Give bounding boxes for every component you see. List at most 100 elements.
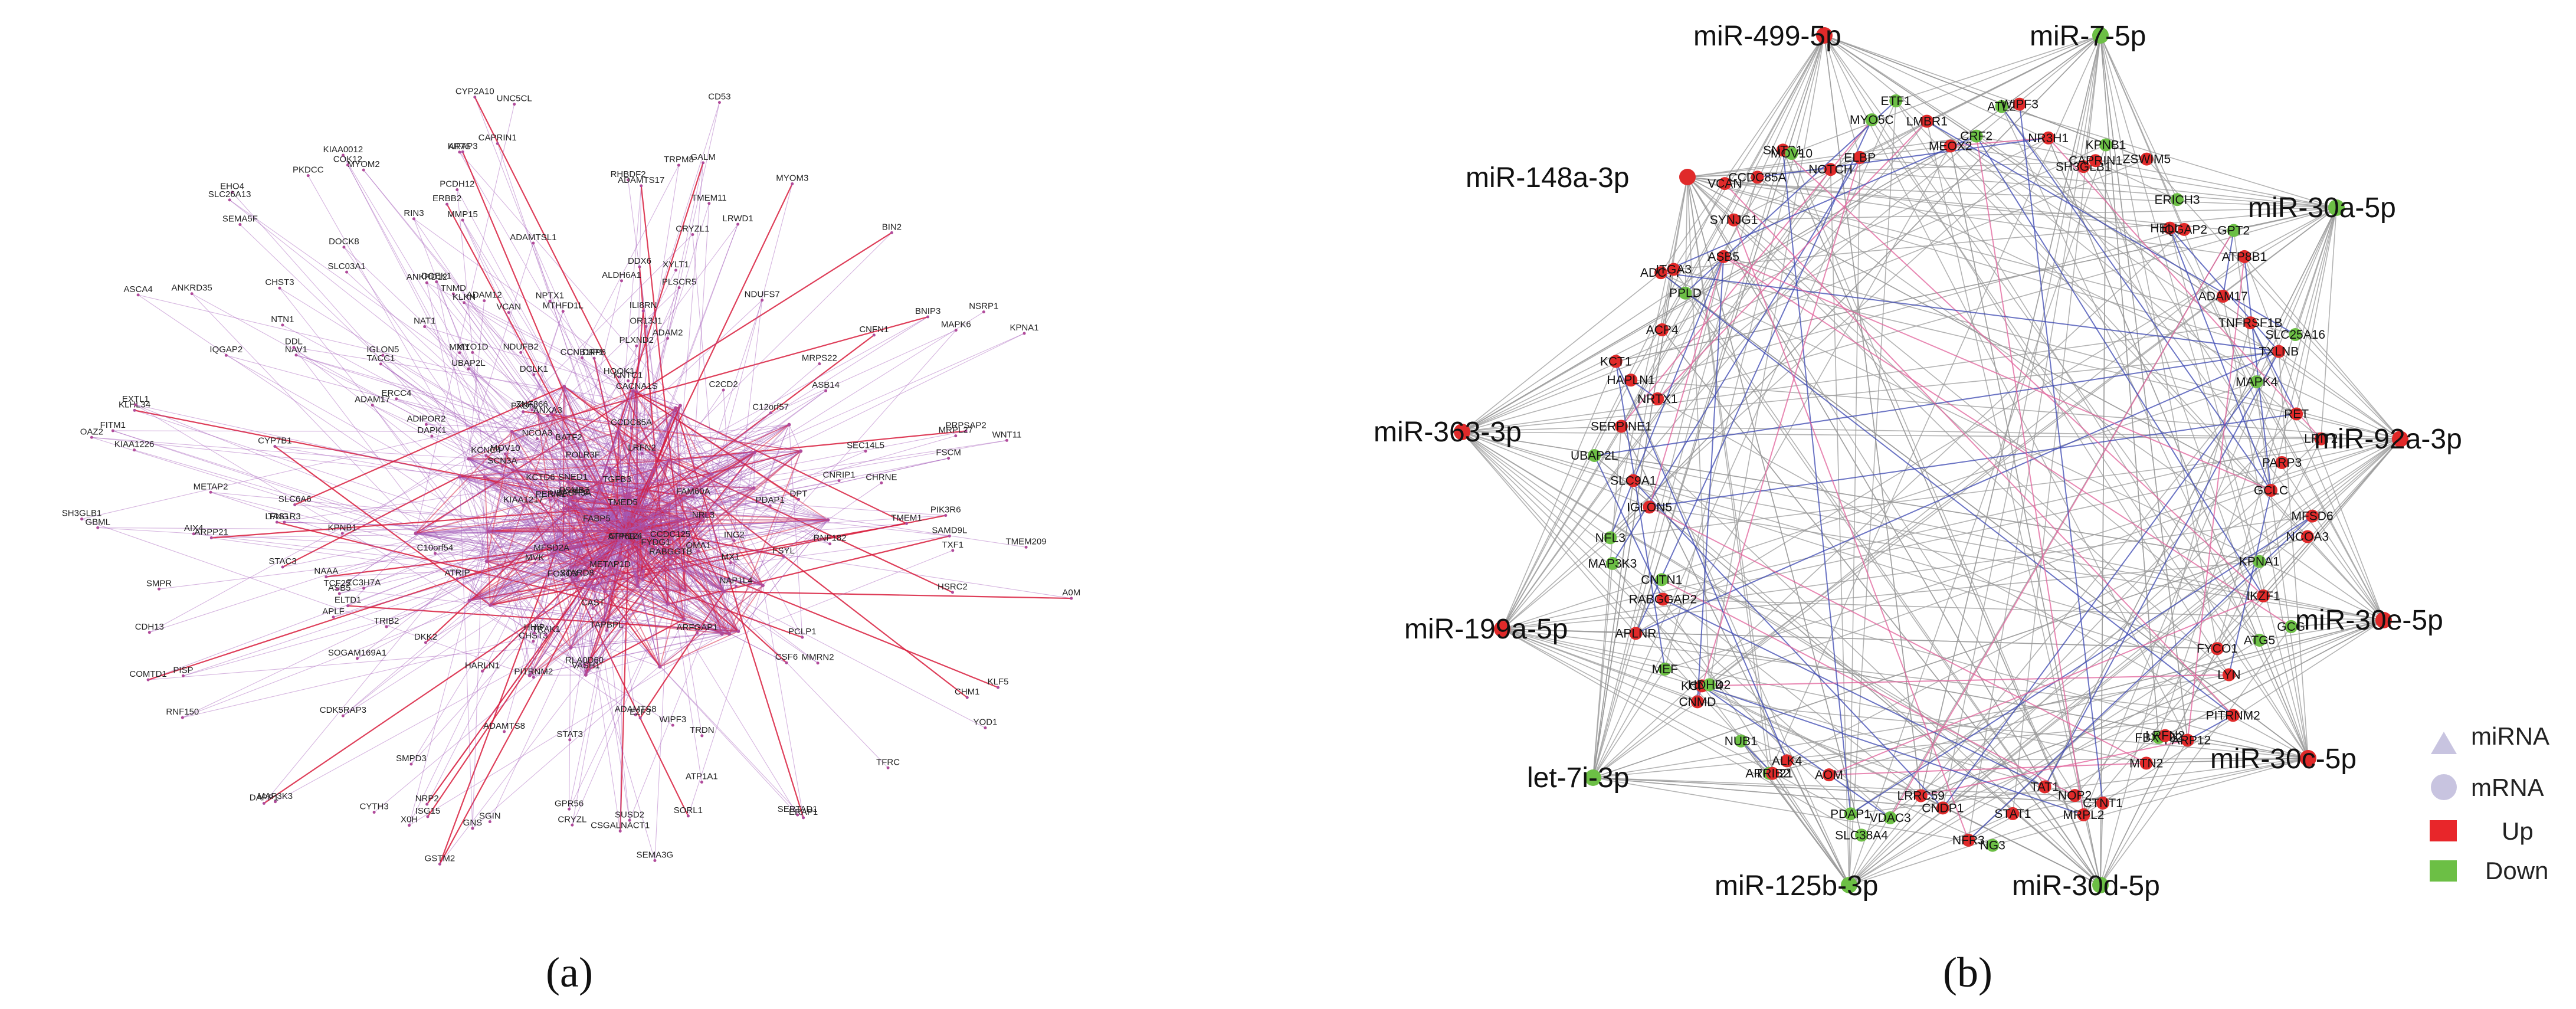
panel-a-edge xyxy=(415,104,515,534)
panel-a-node xyxy=(594,512,598,516)
panel-a-node xyxy=(467,457,471,461)
mrna-node xyxy=(1962,833,1975,847)
panel-b-edge xyxy=(1660,35,1825,273)
panel-a-node xyxy=(618,829,622,833)
panel-a-node-label: ZNF366 xyxy=(516,399,548,410)
panel-a-node-label: TAS1R3 xyxy=(268,512,301,522)
panel-a-node xyxy=(346,163,349,167)
legend-down-swatch xyxy=(2430,860,2457,882)
panel-a-node xyxy=(653,859,657,862)
panel-a-edge xyxy=(762,556,784,586)
panel-a-node xyxy=(622,520,627,525)
panel-a-node xyxy=(355,657,359,660)
panel-a-node-label: FSCM xyxy=(936,448,961,458)
panel-a-edge xyxy=(282,476,460,568)
panel-a-edge xyxy=(626,496,889,768)
panel-b-edge xyxy=(1687,176,2046,787)
panel-a-node xyxy=(669,531,673,535)
panel-a-node-label: SAMD9L xyxy=(932,525,967,535)
panel-a-edge xyxy=(711,390,826,474)
panel-a-node-label: GPR56 xyxy=(555,798,584,808)
mrna-node xyxy=(1734,734,1748,748)
panel-a-edge xyxy=(643,474,712,572)
mrna-node-label: KPNA1 xyxy=(2239,555,2280,569)
panel-a-node-label: OR13J1 xyxy=(630,316,662,326)
panel-a-node-label: ELTD1 xyxy=(335,595,362,605)
panel-a-node xyxy=(1024,545,1028,549)
panel-a-node-label: TRDN xyxy=(690,725,715,735)
panel-a-node xyxy=(379,362,382,366)
panel-a-node xyxy=(944,514,948,517)
panel-a-node xyxy=(624,494,628,498)
panel-a-edge xyxy=(468,458,640,529)
panel-a-node-label: PCLP1 xyxy=(788,627,817,637)
panel-a-node xyxy=(640,184,643,188)
panel-a-node-label: KNTC1 xyxy=(614,370,643,380)
mrna-node xyxy=(1865,113,1879,127)
panel-a-node-label: C12orf57 xyxy=(752,402,789,412)
panel-b-edge xyxy=(1741,741,1850,886)
panel-a-node xyxy=(602,589,607,594)
panel-a-edge xyxy=(293,347,676,408)
panel-a-node-label: KIAA0012 xyxy=(323,145,363,155)
mrna-node-label: NRTX1 xyxy=(1637,392,1677,406)
panel-a-edge xyxy=(620,530,624,831)
panel-a-edge xyxy=(459,468,609,477)
panel-a-edge xyxy=(488,530,563,552)
panel-a-edge xyxy=(669,451,755,506)
panel-a-node xyxy=(345,270,349,274)
panel-a-node xyxy=(702,519,705,523)
panel-a-node xyxy=(434,552,437,555)
panel-b-edge xyxy=(2244,207,2337,257)
mirna-node xyxy=(1816,27,1833,44)
panel-a-node xyxy=(828,542,832,546)
panel-a-edge xyxy=(459,476,668,605)
panel-a-node-label: CYTH3 xyxy=(360,802,389,812)
panel-a-node-label: KCTD6 xyxy=(526,473,555,483)
panel-a-edge xyxy=(459,243,534,477)
panel-b-edge xyxy=(1592,777,1943,809)
panel-b-edge xyxy=(1592,674,2230,778)
panel-a-edge xyxy=(640,473,712,537)
panel-a-node-label: TRIB2 xyxy=(374,616,399,626)
panel-a-node-label: CDK5RAP3 xyxy=(320,705,366,715)
mrna-node-label: ATG5 xyxy=(2244,634,2275,647)
mrna-node xyxy=(2158,729,2172,742)
panel-a-edge xyxy=(572,579,605,592)
panel-a-edge xyxy=(660,631,739,667)
panel-a-node xyxy=(224,353,228,357)
panel-a-edge xyxy=(593,588,725,592)
panel-a-edge xyxy=(645,326,654,470)
panel-a-node-label: ASB14 xyxy=(812,380,840,390)
panel-a-node-label: HARLN1 xyxy=(465,660,500,670)
panel-a-edge xyxy=(490,559,621,606)
mrna-node xyxy=(2077,160,2090,173)
panel-b-edge xyxy=(2100,802,2103,886)
panel-a-node-label: CCNB1IP1 xyxy=(561,347,604,357)
panel-b-edge xyxy=(2169,228,2384,621)
panel-a-edge xyxy=(486,224,739,562)
panel-b-edge xyxy=(1849,413,2297,886)
panel-a-node xyxy=(683,530,687,535)
panel-b-edge xyxy=(1594,455,1664,599)
panel-b-edge xyxy=(1502,149,1784,630)
panel-a-node xyxy=(458,150,461,154)
panel-b-edge xyxy=(1592,715,2233,778)
panel-a-node-label: ADAM12 xyxy=(467,290,502,300)
panel-a-edge xyxy=(545,544,763,586)
panel-a-node xyxy=(1070,597,1073,600)
mirna-label: let-7i-3p xyxy=(1527,762,1629,794)
panel-a-edge xyxy=(625,530,1071,599)
panel-a-edge xyxy=(671,533,723,634)
panel-a-edge xyxy=(636,391,707,516)
panel-b-edge xyxy=(1849,157,1861,886)
panel-b-edge xyxy=(1502,361,1617,630)
panel-a-node-label: MMP15 xyxy=(447,209,478,220)
panel-a-edge xyxy=(468,300,485,459)
panel-a-node xyxy=(426,815,430,818)
panel-a-edge xyxy=(490,519,828,606)
panel-a-node-label: ILI8RN xyxy=(630,300,657,310)
panel-a-edge xyxy=(537,412,624,532)
panel-a-edge xyxy=(472,352,707,516)
